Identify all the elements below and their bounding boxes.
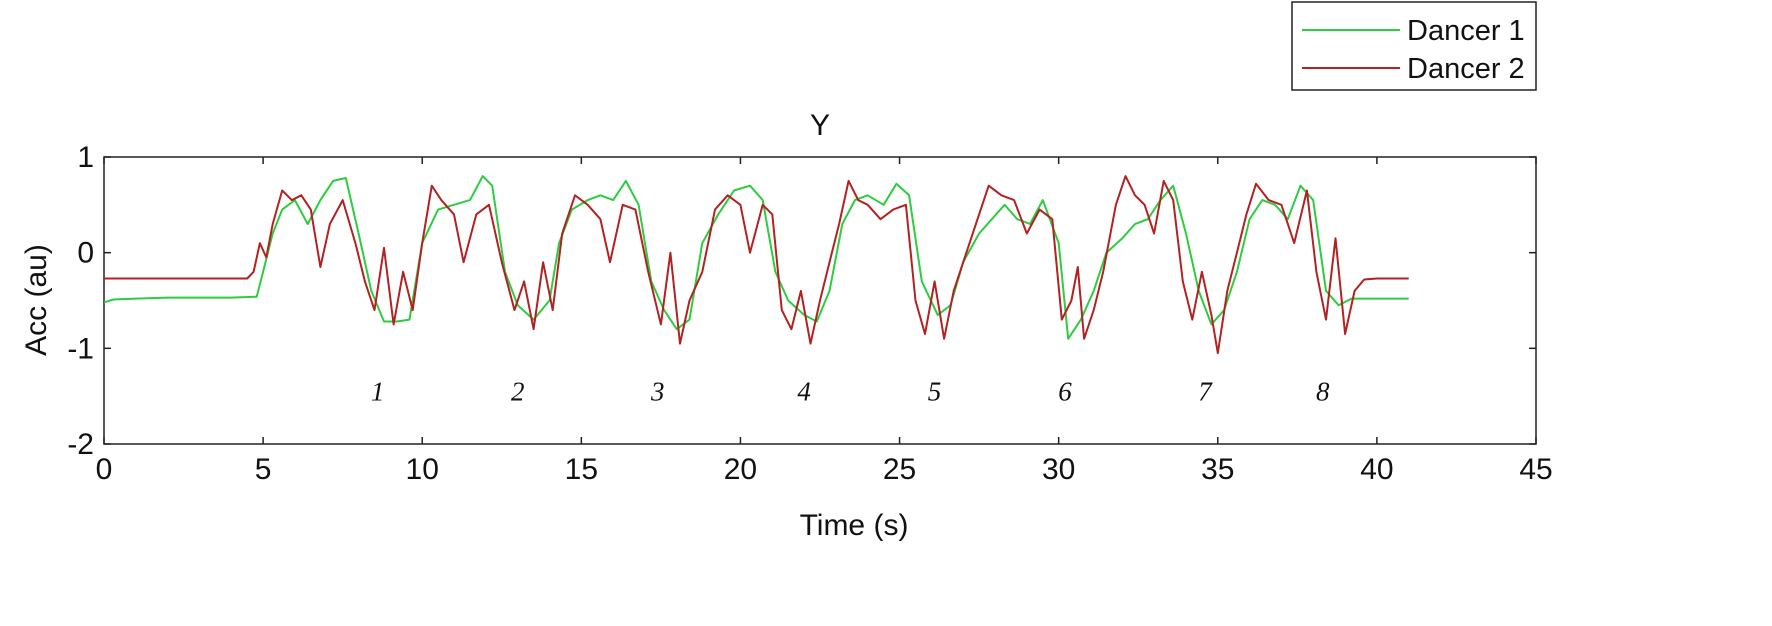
annotation-layer: 1 2 3 4 5 6 7 8 [371,376,1330,406]
y-tick-label: 0 [77,237,94,270]
y-tick-label: 1 [77,141,94,174]
x-tick-label: 40 [1360,453,1393,486]
series-line-dancer-1 [103,175,1409,340]
y-tick-label: -2 [67,428,94,461]
series-layer [103,175,1409,355]
x-axis-label: Time (s) [800,509,909,542]
x-tick-label: 35 [1201,453,1234,486]
x-tick-label: 30 [1042,453,1075,486]
chart-title: Y [810,109,830,142]
beat-annotation: 3 [650,376,665,406]
beat-annotation: 1 [371,376,385,406]
series-line-dancer-2 [104,175,1409,355]
beat-annotation: 7 [1198,376,1213,406]
legend-box [1291,1,1537,91]
x-tick-label: 5 [255,453,272,486]
beat-annotation: 4 [797,376,811,406]
beat-annotation: 5 [928,376,942,406]
beat-annotation: 2 [511,376,525,406]
y-axis: -2 -1 0 1 [67,141,1536,461]
x-tick-label: 0 [96,453,113,486]
legend-label-dancer-2: Dancer 2 [1407,53,1525,85]
x-tick-label: 10 [406,453,439,486]
legend: Dancer 1 Dancer 2 [1291,1,1537,91]
x-tick-label: 20 [724,453,757,486]
legend-label-dancer-1: Dancer 1 [1407,15,1525,47]
x-tick-label: 45 [1519,453,1552,486]
beat-annotation: 8 [1316,376,1330,406]
x-tick-label: 25 [883,453,916,486]
y-tick-label: -1 [67,332,94,365]
x-axis: 0 5 10 15 20 25 30 35 40 45 [96,157,1553,486]
x-tick-label: 15 [565,453,598,486]
beat-annotation: 6 [1058,376,1072,406]
y-axis-label: Acc (au) [20,244,53,356]
